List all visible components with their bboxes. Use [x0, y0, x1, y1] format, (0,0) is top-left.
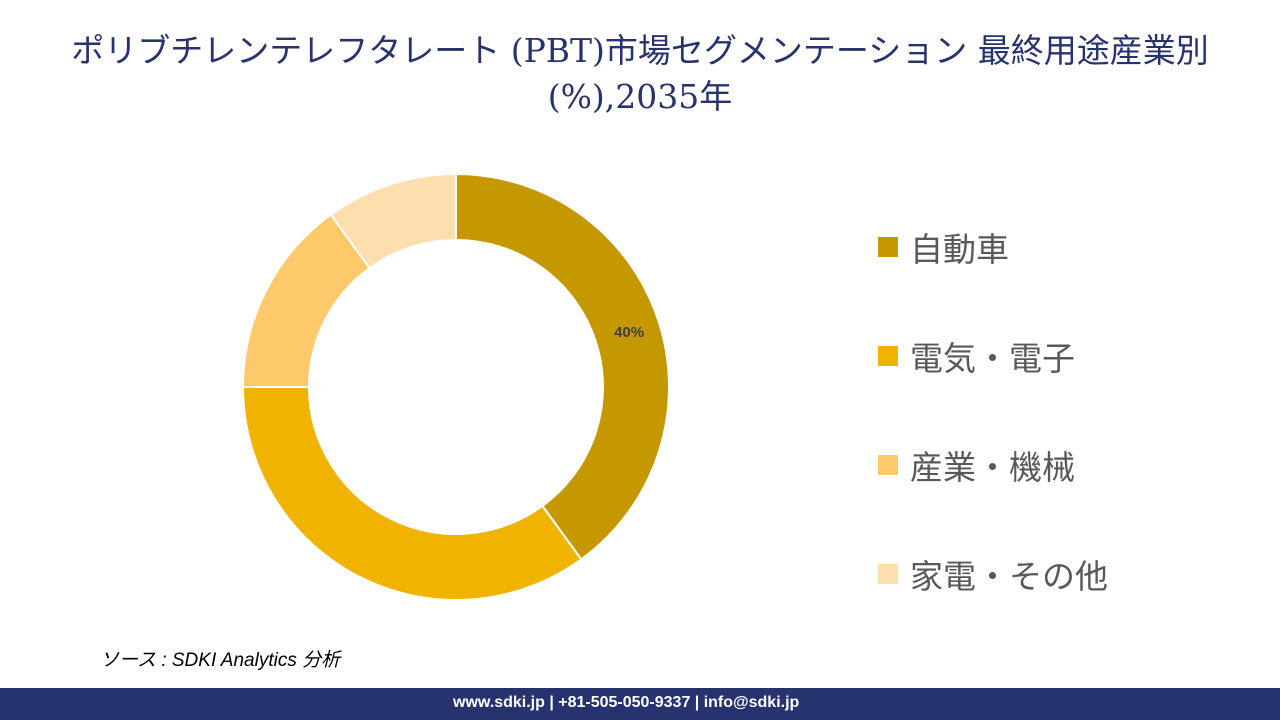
footer-contact: www.sdki.jp | +81-505-050-9337 | info@sd… — [453, 694, 800, 711]
source-note: ソース : SDKI Analytics 分析 — [100, 650, 341, 671]
donut-slice-1 — [455, 172, 670, 561]
legend-item: 産業・機械 — [878, 441, 1075, 489]
footer-bar: www.sdki.jp | +81-505-050-9337 | info@sd… — [0, 688, 1280, 720]
legend-label: 家電・その他 — [910, 557, 1108, 596]
legend-item: 自動車 — [878, 223, 1009, 271]
legend-swatch — [878, 564, 898, 584]
legend-label: 電気・電子 — [910, 339, 1075, 378]
legend-label: 産業・機械 — [910, 448, 1075, 487]
legend-item: 家電・その他 — [878, 550, 1108, 598]
legend-swatch — [878, 346, 898, 366]
legend-swatch — [878, 237, 898, 257]
data-label: 40% — [614, 324, 644, 341]
legend-swatch — [878, 455, 898, 475]
legend-item: 電気・電子 — [878, 332, 1075, 380]
legend-label: 自動車 — [910, 230, 1009, 269]
donut-slice-4 — [329, 172, 457, 270]
chart-title: ポリブチレンテレフタレート (PBT)市場セグメンテーション 最終用途産業別(%… — [71, 31, 1209, 116]
donut-slice-2 — [241, 386, 583, 601]
